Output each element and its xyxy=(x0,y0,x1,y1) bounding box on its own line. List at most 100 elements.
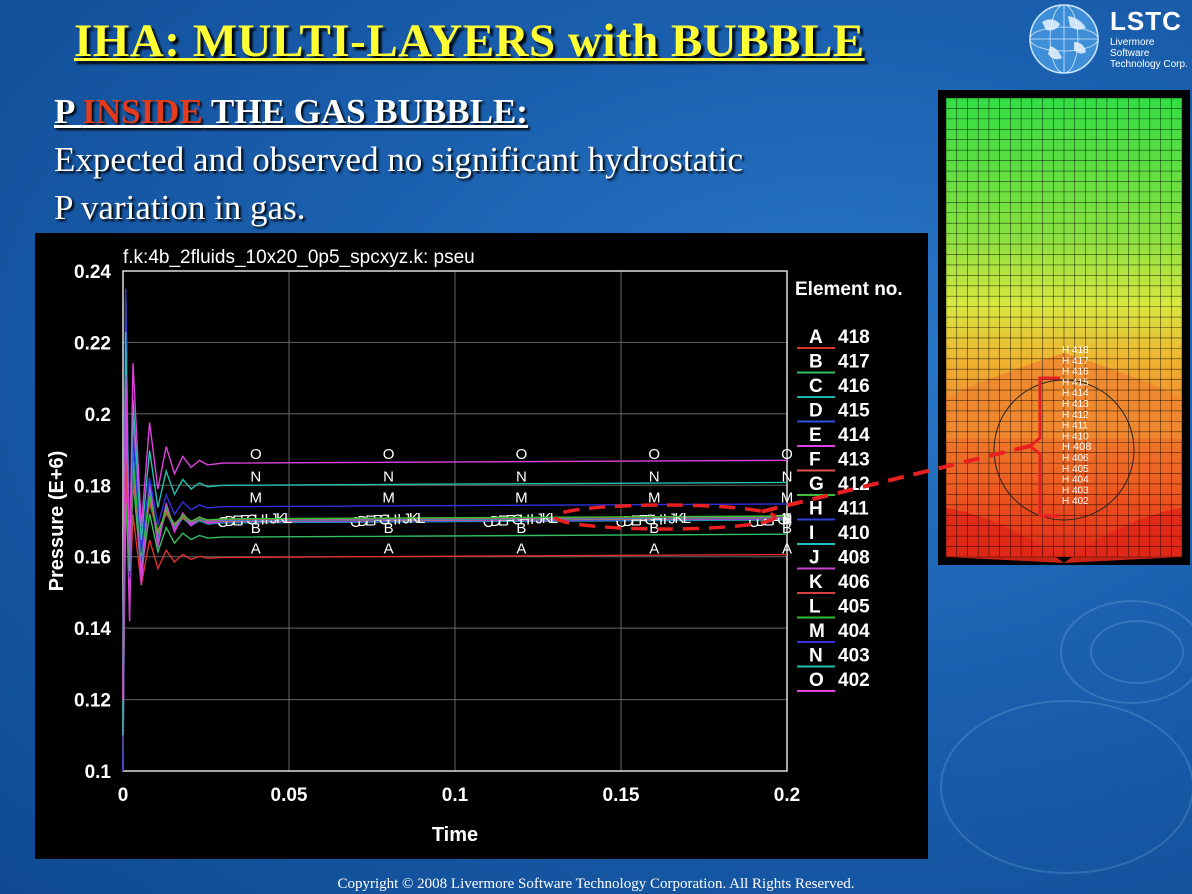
series-marker-label: N xyxy=(782,468,793,485)
plot-frame xyxy=(122,270,788,772)
legend-letter: A xyxy=(809,327,823,348)
y-tick-label: 0.18 xyxy=(74,476,111,497)
y-tick-label: 0.14 xyxy=(74,619,111,640)
mesh-element-label: H 410 xyxy=(1062,431,1089,442)
mesh-element-label: H 417 xyxy=(1062,356,1089,367)
mesh-element-label: H 403 xyxy=(1062,485,1089,496)
series-marker-label: N xyxy=(649,468,660,485)
series-marker-label: K xyxy=(782,510,792,527)
body-text-line-2: P variation in gas. xyxy=(54,188,306,227)
series-marker-label: A xyxy=(384,540,394,557)
series-marker-label: I xyxy=(397,511,401,528)
series-marker-label: A xyxy=(516,540,526,557)
series-marker-label: A xyxy=(649,540,659,557)
mesh-lower-region xyxy=(1064,508,1182,563)
globe-icon xyxy=(1029,4,1099,74)
legend-letter: L xyxy=(809,597,821,618)
legend-entry: 412 xyxy=(838,474,870,495)
series-marker-label: H xyxy=(782,511,793,528)
series-marker-label: E xyxy=(498,512,508,529)
series-marker-label: B xyxy=(782,520,792,537)
legend-entry: 414 xyxy=(838,425,870,446)
body-text-line-1: Expected and observed no significant hyd… xyxy=(54,140,744,179)
logo-subtitle-1: Livermore Software xyxy=(1110,37,1155,59)
series-marker-label: L xyxy=(284,510,292,527)
y-tick-label: 0.16 xyxy=(74,548,111,569)
y-axis-label: Pressure (E+6) xyxy=(46,451,68,592)
legend-entry: 403 xyxy=(838,646,870,667)
heading-suffix: THE GAS BUBBLE: xyxy=(202,92,528,131)
copyright-footer: Copyright © 2008 Livermore Software Tech… xyxy=(337,876,855,892)
series-marker-label: M xyxy=(250,490,262,507)
series-marker-label: M xyxy=(648,490,661,507)
series-marker-label: C xyxy=(350,514,361,531)
series-marker-label: O xyxy=(383,446,395,463)
legend-letter: H xyxy=(809,499,823,520)
mesh-element-label: H 414 xyxy=(1062,388,1089,399)
mesh-element-label: H 413 xyxy=(1062,399,1089,410)
legend-letter: F xyxy=(809,450,821,471)
series-marker-label: K xyxy=(409,510,419,527)
legend-entry: 406 xyxy=(838,572,870,593)
y-tick-label: 0.2 xyxy=(85,405,111,426)
legend-entry: 404 xyxy=(838,621,870,642)
legend-letter: E xyxy=(809,425,822,446)
series-marker-label: H xyxy=(519,511,530,528)
legend-letter: J xyxy=(809,548,820,569)
x-tick-label: 0.15 xyxy=(603,785,640,806)
series-marker-label: H xyxy=(652,511,663,528)
series-marker-label: L xyxy=(550,510,558,527)
mesh-element-label: H 402 xyxy=(1062,496,1089,507)
logo-subtitle-2: Technology Corp. xyxy=(1110,59,1188,70)
series-marker-label: G xyxy=(512,512,524,529)
series-marker-label: A xyxy=(782,540,792,557)
legend-entry: 417 xyxy=(838,352,870,373)
chart-canvas: f.k:4b_2fluids_10x20_0p5_spcxyz.k: pseu 0… xyxy=(46,247,903,846)
legend-entry: 413 xyxy=(838,450,870,471)
legend-letter: N xyxy=(809,646,823,667)
series-marker-label: G xyxy=(777,512,789,529)
legend-letter: D xyxy=(809,401,823,422)
y-tick-label: 0.1 xyxy=(85,762,112,783)
mesh-element-label: H 416 xyxy=(1062,367,1089,378)
background-ripple xyxy=(940,700,1192,874)
legend-title: Element no. xyxy=(795,279,903,300)
slide-title: IHA: MULTI-LAYERS with BUBBLE xyxy=(74,15,865,67)
mesh-element-label: H 404 xyxy=(1062,475,1089,486)
x-tick-label: 0 xyxy=(118,785,129,806)
series-marker-label: B xyxy=(516,520,526,537)
series-marker-label: I xyxy=(530,511,534,528)
series-marker-label: O xyxy=(516,446,528,463)
series-marker-label: F xyxy=(506,512,515,529)
series-marker-label: C xyxy=(483,514,494,531)
mesh-element-label: H 408 xyxy=(1062,441,1091,453)
series-marker-label: D xyxy=(357,513,368,530)
x-tick-label: 0.2 xyxy=(774,785,800,806)
section-heading: P INSIDE THE GAS BUBBLE: xyxy=(54,92,528,132)
mesh-element-label: H 415 xyxy=(1062,377,1089,388)
series-marker-label: I xyxy=(785,511,789,528)
series-marker-label: M xyxy=(515,490,528,507)
legend-letter: M xyxy=(809,621,825,642)
background-ripple xyxy=(1060,600,1192,704)
heading-highlight: INSIDE xyxy=(82,92,203,131)
series-marker-label: H xyxy=(386,511,397,528)
legend-entry: 416 xyxy=(838,376,870,397)
legend-letter: O xyxy=(809,670,824,691)
series-marker-label: B xyxy=(251,520,261,537)
series-line xyxy=(122,363,788,700)
series-marker-label: O xyxy=(781,446,793,463)
y-tick-label: 0.24 xyxy=(74,262,111,283)
series-marker-label: O xyxy=(648,446,660,463)
series-marker-label: O xyxy=(250,446,262,463)
legend-letter: G xyxy=(809,474,824,495)
x-tick-label: 0.1 xyxy=(442,785,469,806)
heading-prefix: P xyxy=(54,92,83,131)
legend-entry: 415 xyxy=(838,401,870,422)
legend-letter: I xyxy=(809,523,814,544)
series-marker-label: I xyxy=(663,511,667,528)
legend-entry: 402 xyxy=(838,670,870,691)
y-tick-label: 0.12 xyxy=(74,691,111,712)
series-marker-label: M xyxy=(382,490,395,507)
legend-letter: B xyxy=(809,352,823,373)
